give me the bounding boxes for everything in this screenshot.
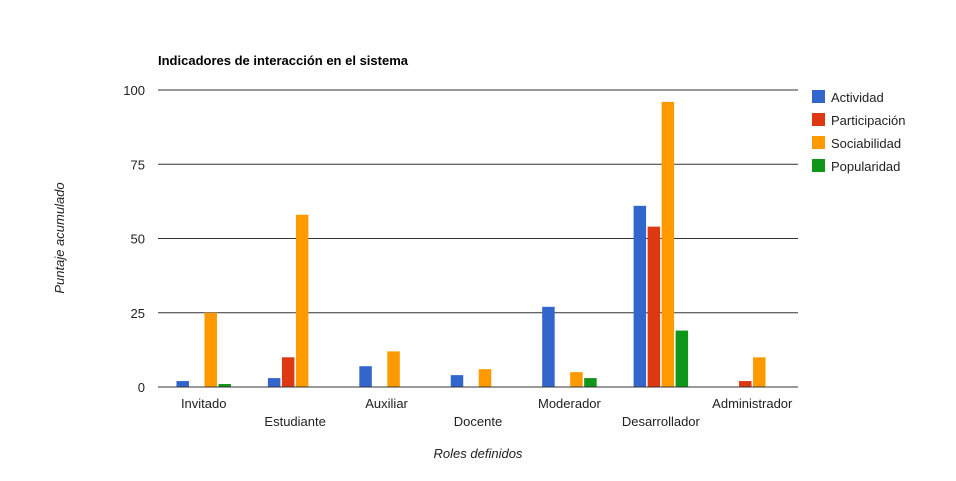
bar-administrador-participación: [739, 381, 752, 387]
y-axis-label: Puntaje acumulado: [52, 182, 67, 293]
x-axis-label: Roles definidos: [434, 446, 523, 461]
bar-invitado-actividad: [176, 381, 189, 387]
bar-estudiante-actividad: [267, 378, 281, 387]
y-tick-label: 25: [131, 306, 145, 321]
legend-swatch: [812, 113, 825, 126]
y-tick-label: 0: [138, 380, 145, 395]
bar-desarrollador-participación: [647, 226, 661, 387]
x-tick-labels: Invitado Estudiante Auxiliar Docente Moderad…: [181, 396, 793, 429]
y-tick-label: 75: [131, 157, 145, 172]
bar-invitado-popularidad: [218, 384, 231, 387]
bar-docente-actividad: [450, 375, 464, 387]
bar-docente-sociabilidad: [478, 369, 492, 387]
legend-swatch: [812, 159, 825, 172]
x-tick-label: Invitado: [181, 396, 227, 411]
x-tick-label: Estudiante: [264, 414, 325, 429]
gridlines: [158, 89, 798, 314]
legend-swatch: [812, 90, 825, 103]
bar-moderador-sociabilidad: [570, 372, 583, 387]
bar-desarrollador-sociabilidad: [661, 101, 675, 387]
x-tick-label: Administrador: [712, 396, 793, 411]
chart-title: Indicadores de interacción en el sistema: [158, 53, 409, 68]
x-tick-label: Desarrollador: [622, 414, 701, 429]
y-tick-label: 100: [123, 83, 145, 98]
bar-invitado-sociabilidad: [204, 312, 217, 387]
y-tick-labels: 0 25 50 75 100: [123, 83, 145, 395]
legend-label: Actividad: [831, 90, 884, 105]
bar-auxiliar-actividad: [359, 366, 372, 387]
bar-moderador-popularidad: [584, 378, 597, 387]
x-tick-label: Auxiliar: [365, 396, 408, 411]
legend-label: Sociabilidad: [831, 136, 901, 151]
bar-desarrollador-popularidad: [675, 330, 689, 387]
bar-auxiliar-sociabilidad: [387, 351, 400, 387]
legend-label: Popularidad: [831, 159, 900, 174]
bars: [176, 101, 766, 387]
legend: Actividad Participación Sociabilidad Popula…: [812, 90, 905, 174]
x-tick-label: Docente: [454, 414, 502, 429]
bar-estudiante-sociabilidad: [295, 214, 309, 387]
bar-moderador-actividad: [542, 306, 555, 387]
legend-label: Participación: [831, 113, 905, 128]
legend-swatch: [812, 136, 825, 149]
y-tick-label: 50: [131, 232, 145, 247]
bar-administrador-sociabilidad: [753, 357, 766, 387]
bar-estudiante-participación: [281, 357, 295, 387]
bar-desarrollador-actividad: [633, 205, 647, 387]
x-tick-label: Moderador: [538, 396, 602, 411]
